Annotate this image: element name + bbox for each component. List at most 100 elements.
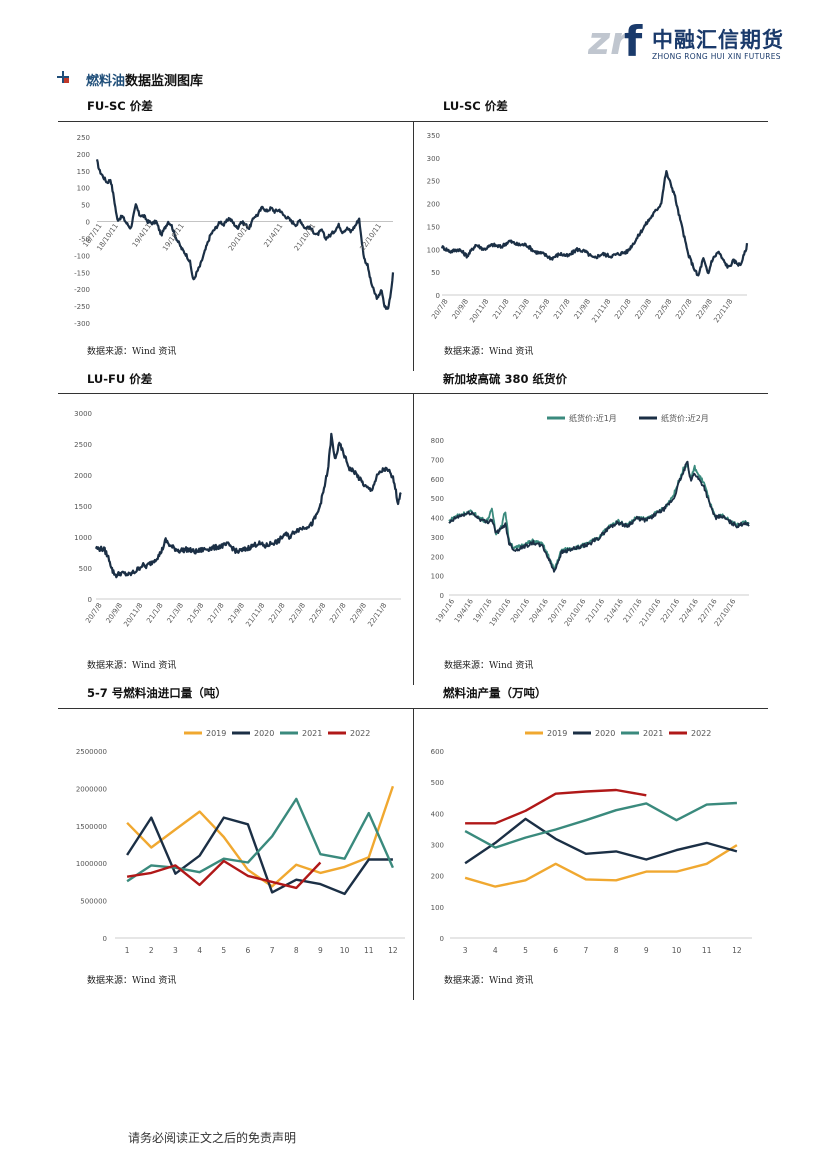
x-tick-label: 21/1/8 [145,602,164,625]
legend-label-1: 纸货价:近2月 [661,413,709,423]
x-tick-label: 21/11/8 [590,298,612,325]
y-tick-label: 100 [431,573,444,581]
y-tick-label: 100 [427,246,440,254]
legend-label-3: 2022 [691,729,711,738]
y-tick-label: 500 [431,779,444,787]
x-tick-label: 20/11/8 [122,602,144,629]
y-tick-label: 300 [431,534,444,542]
series-line-1 [464,817,738,865]
x-tick-label: 10 [340,946,350,955]
x-tick-label: 20/9/8 [105,602,124,625]
svg-text:zr: zr [588,20,631,60]
x-tick-label: 22/7/8 [328,602,347,625]
y-tick-label: 50 [431,269,440,277]
y-tick-label: 800 [431,437,444,445]
source-note: 数据来源：Wind 资讯 [87,976,177,986]
x-tick-label: 4 [197,946,202,955]
x-tick-label: 2 [149,946,154,955]
chart-title-lu-fu: LU-FU 价差 [87,372,153,386]
y-tick-label: 2500000 [76,748,107,756]
series-line-2 [464,801,737,849]
y-tick-label: 0 [440,935,444,943]
x-tick-label: 7 [270,946,275,955]
y-tick-label: -300 [74,320,90,328]
y-tick-label: 0 [440,592,444,600]
x-tick-label: 21/9/8 [573,298,592,321]
y-tick-label: 2000000 [76,785,107,793]
x-tick-label: 12 [732,946,742,955]
company-name: 中融汇信期货 [652,28,784,52]
x-tick-label: 21/11/8 [244,602,266,629]
y-tick-label: 200 [77,151,90,159]
x-tick-label: 22/9/8 [695,298,714,321]
y-tick-label: 250 [427,178,440,186]
x-tick-label: 12 [388,946,398,955]
x-tick-label: 21/5/8 [532,298,551,321]
x-tick-label: 5 [523,946,528,955]
y-tick-label: 400 [431,515,444,523]
x-tick-label: 22/3/8 [288,602,307,625]
x-tick-label: 22/11/8 [366,602,388,629]
y-tick-label: 100 [77,185,90,193]
series-line-0 [95,159,395,310]
x-tick-label: 4 [493,946,498,955]
legend-label-0: 2019 [547,729,567,738]
x-tick-label: 6 [246,946,251,955]
y-tick-label: 0 [103,935,107,943]
x-tick-label: 22/1/8 [613,298,632,321]
y-tick-label: -100 [74,252,90,260]
source-note: 数据来源：Wind 资讯 [444,347,534,357]
legend-label-1: 2020 [595,729,615,738]
legend-label-0: 纸货价:近1月 [569,413,617,423]
x-tick-label: 22/1/8 [267,602,286,625]
divider [413,708,414,1000]
x-tick-label: 22/5/8 [308,602,327,625]
x-tick-label: 22/7/8 [674,298,693,321]
y-tick-label: 2000 [74,472,92,480]
y-tick-label: 0 [88,596,92,604]
x-tick-label: 6 [553,946,558,955]
y-tick-label: 350 [427,132,440,140]
x-tick-label: 9 [318,946,323,955]
x-tick-label: 22/3/8 [634,298,653,321]
diamond-bullet-icon [57,71,69,83]
y-tick-label: 100 [431,904,444,912]
y-tick-label: 300 [431,842,444,850]
y-tick-label: 1500000 [76,823,107,831]
y-tick-label: 400 [431,810,444,818]
y-tick-label: 2500 [74,441,92,449]
x-tick-label: 21/7/8 [206,602,225,625]
legend-label-3: 2022 [350,729,370,738]
series-line-0 [464,844,738,888]
disclaimer: 请务必阅读正文之后的免责声明 [128,1131,297,1145]
x-tick-label: 8 [294,946,299,955]
y-tick-label: -200 [74,286,90,294]
source-note: 数据来源：Wind 资讯 [444,661,534,671]
series-line-0 [440,170,749,277]
source-note: 数据来源：Wind 资讯 [87,347,177,357]
x-tick-label: 19/4/11 [131,222,153,249]
series-line-1 [448,460,750,573]
y-tick-label: 3000 [74,410,92,418]
chart-title-sg-380: 新加坡高硫 380 纸货价 [443,372,568,386]
divider [413,393,414,685]
lu-fu-chart: 3000 2500 2000 1500 1000 500 020/7/8 20/9/820/1… [74,410,402,629]
chart-title-lu-sc: LU-SC 价差 [443,99,508,113]
y-tick-label: 1000 [74,534,92,542]
zrhx-logo-icon: zr f [588,20,643,60]
chart-title-fu-sc: FU-SC 价差 [87,99,153,113]
y-tick-label: 150 [77,168,90,176]
legend-label-1: 2020 [254,729,274,738]
fu-sc-chart: 250200150100500-50-100-150-200-250-30018… [74,134,395,328]
x-tick-label: 21/3/8 [166,602,185,625]
x-tick-label: 10 [672,946,682,955]
x-tick-label: 21/9/8 [227,602,246,625]
y-tick-label: -150 [74,269,90,277]
import-chart: 2500000 2000000 1500000 1000000 500000 0 2019 2… [76,729,405,955]
x-tick-label: 3 [173,946,178,955]
company-name-en: ZHONG RONG HUI XIN FUTURES [652,52,781,61]
x-tick-label: 20/7/8 [84,602,103,625]
x-tick-label: 8 [614,946,619,955]
series-line-3 [126,859,322,890]
y-tick-label: 700 [431,456,444,464]
